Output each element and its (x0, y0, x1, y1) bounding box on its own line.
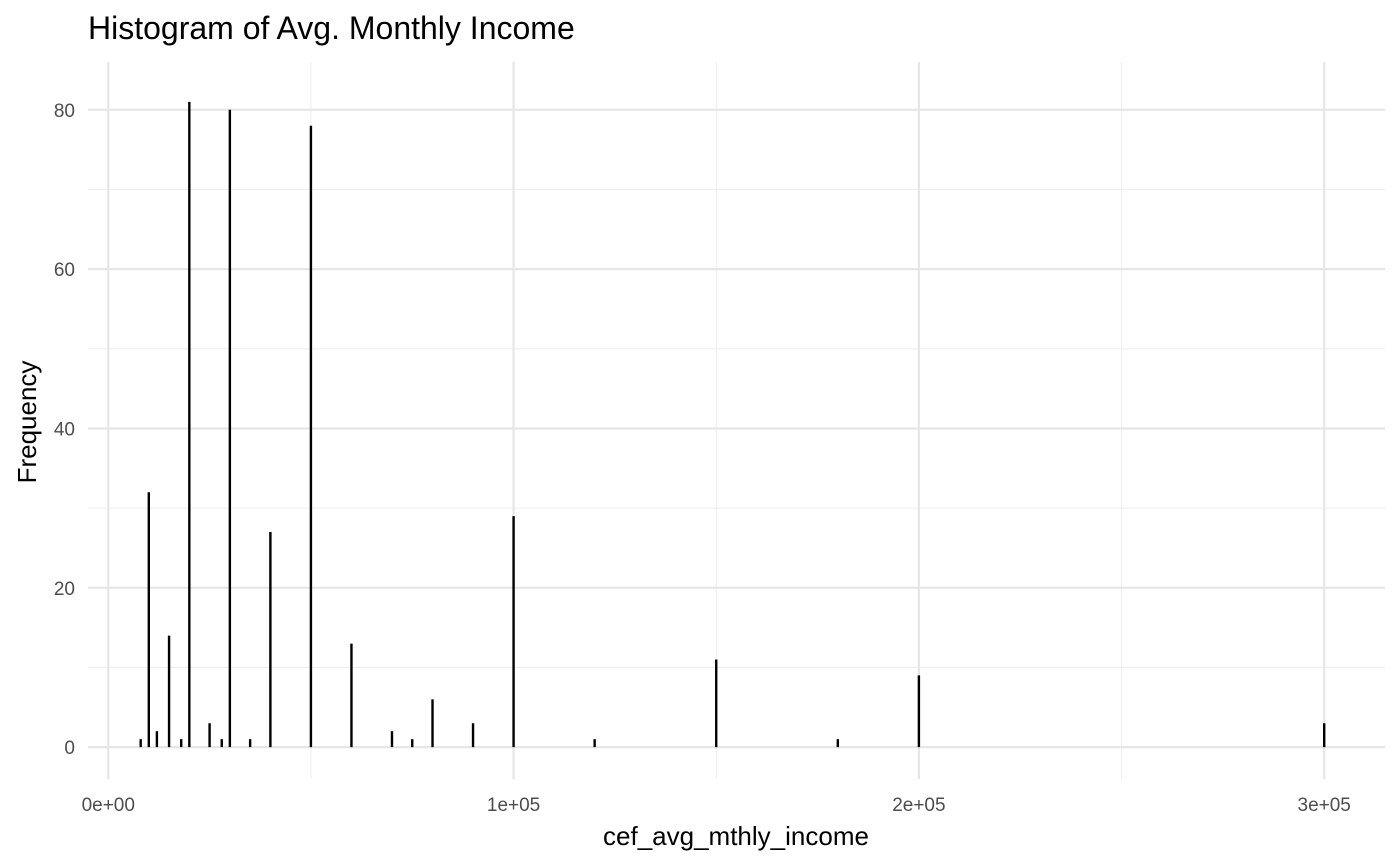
y-tick-labels: 0 20 40 60 80 (54, 101, 75, 759)
chart-title: Histogram of Avg. Monthly Income (88, 10, 575, 46)
y-tick-label: 0 (64, 738, 75, 759)
y-axis-title: Frequency (12, 361, 42, 484)
x-axis-title: cef_avg_mthly_income (603, 821, 869, 851)
x-tick-label: 3e+05 (1298, 795, 1351, 816)
y-tick-label: 40 (54, 419, 75, 440)
x-tick-label: 0e+00 (82, 795, 135, 816)
x-tick-labels: 0e+00 1e+05 2e+05 3e+05 (82, 795, 1351, 816)
histogram-bars (139, 101, 1326, 748)
grid-lines (88, 62, 1385, 779)
y-tick-label: 80 (54, 101, 75, 122)
y-tick-label: 20 (54, 579, 75, 600)
y-tick-label: 60 (54, 260, 75, 281)
x-tick-label: 1e+05 (487, 795, 540, 816)
x-tick-label: 2e+05 (892, 795, 945, 816)
